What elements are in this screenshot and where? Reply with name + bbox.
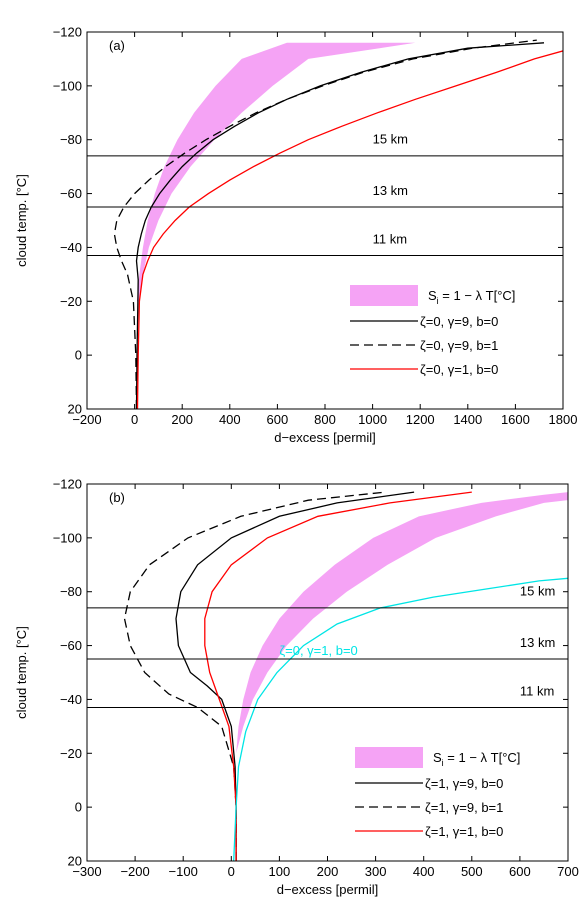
series-line — [113, 39, 537, 409]
y-tick-label: 0 — [75, 348, 82, 363]
series-line — [135, 42, 545, 409]
y-tick-label: −40 — [60, 692, 82, 707]
x-tick-label: −100 — [169, 864, 198, 879]
series-line — [136, 50, 563, 409]
legend-band-main: S — [428, 288, 437, 303]
legend: Si = 1 − λ T[°C] ζ=0, γ=9, b=0 ζ=0, γ=9, b… — [350, 285, 515, 377]
x-tick-label: 200 — [317, 864, 339, 879]
legend-label: ζ=0, γ=9, b=0 — [420, 314, 498, 329]
altitude-label: 11 km — [373, 231, 407, 246]
legend-band-main: S — [433, 750, 442, 765]
panel-label: (a) — [109, 38, 125, 53]
altitude-label: 13 km — [373, 183, 408, 198]
legend-band-rest: = 1 − λ T[°C] — [444, 750, 521, 765]
x-tick-label: 400 — [219, 412, 241, 427]
legend: Si = 1 − λ T[°C] ζ=1, γ=9, b=0 ζ=1, γ=9, b… — [355, 747, 520, 839]
x-tick-label: 1400 — [453, 412, 482, 427]
y-axis-label: cloud temp. [°C] — [14, 174, 29, 267]
y-tick-label: 20 — [68, 402, 82, 417]
y-tick-label: −80 — [60, 132, 82, 147]
x-tick-label: 100 — [269, 864, 291, 879]
y-tick-label: −120 — [53, 477, 82, 492]
y-tick-label: −120 — [53, 25, 82, 40]
panel-label: (b) — [109, 490, 125, 505]
x-tick-label: 0 — [131, 412, 138, 427]
y-tick-label: −20 — [60, 294, 82, 309]
series-inline-label: ζ=0, γ=1, b=0 — [279, 643, 357, 658]
series-line — [204, 491, 472, 861]
y-tick-label: −100 — [53, 530, 82, 545]
legend-swatch-band — [350, 285, 418, 306]
y-tick-label: −40 — [60, 240, 82, 255]
plot-area — [113, 39, 563, 409]
series-line — [233, 577, 568, 861]
y-axis-label: cloud temp. [°C] — [14, 626, 29, 719]
x-tick-label: 300 — [365, 864, 387, 879]
legend-label: ζ=1, γ=9, b=1 — [425, 800, 503, 815]
y-tick-label: 0 — [75, 800, 82, 815]
x-tick-label: 1800 — [549, 412, 578, 427]
altitude-label: 11 km — [520, 683, 554, 698]
y-tick-label: −20 — [60, 746, 82, 761]
plot-area — [123, 491, 568, 861]
altitude-label: 15 km — [373, 132, 408, 147]
x-tick-label: 1200 — [406, 412, 435, 427]
altitude-label: 15 km — [520, 584, 555, 599]
x-axis-label: d−excess [permil] — [277, 882, 379, 897]
x-tick-label: −200 — [72, 412, 101, 427]
x-tick-label: 1000 — [358, 412, 387, 427]
series-line — [123, 491, 386, 861]
x-tick-label: 500 — [461, 864, 483, 879]
supersaturation-band — [236, 492, 568, 754]
x-tick-label: 1600 — [501, 412, 530, 427]
legend-label-band: Si = 1 − λ T[°C] — [433, 750, 520, 768]
x-tick-label: 800 — [314, 412, 336, 427]
x-tick-label: 0 — [228, 864, 235, 879]
supersaturation-band — [136, 42, 416, 302]
y-tick-label: −100 — [53, 78, 82, 93]
x-tick-label: −200 — [120, 864, 149, 879]
legend-band-subscript: i — [442, 758, 444, 768]
legend-swatch-band — [355, 747, 423, 768]
x-tick-label: 200 — [171, 412, 193, 427]
x-tick-label: −300 — [72, 864, 101, 879]
x-tick-label: 700 — [557, 864, 579, 879]
x-tick-label: 600 — [267, 412, 289, 427]
series-line — [175, 491, 415, 861]
legend-label: ζ=1, γ=1, b=0 — [425, 824, 503, 839]
y-tick-label: −60 — [60, 638, 82, 653]
legend-band-subscript: i — [437, 296, 439, 306]
altitude-label: 13 km — [520, 635, 555, 650]
legend-label: ζ=0, γ=9, b=1 — [420, 338, 498, 353]
legend-band-rest: = 1 − λ T[°C] — [439, 288, 516, 303]
legend-label: ζ=0, γ=1, b=0 — [420, 362, 498, 377]
legend-label: ζ=1, γ=9, b=0 — [425, 776, 503, 791]
y-tick-label: −80 — [60, 584, 82, 599]
x-tick-label: 600 — [509, 864, 531, 879]
x-axis-label: d−excess [permil] — [274, 430, 376, 445]
y-tick-label: 20 — [68, 854, 82, 869]
y-tick-label: −60 — [60, 186, 82, 201]
legend-label-band: Si = 1 − λ T[°C] — [428, 288, 515, 306]
x-tick-label: 400 — [413, 864, 435, 879]
